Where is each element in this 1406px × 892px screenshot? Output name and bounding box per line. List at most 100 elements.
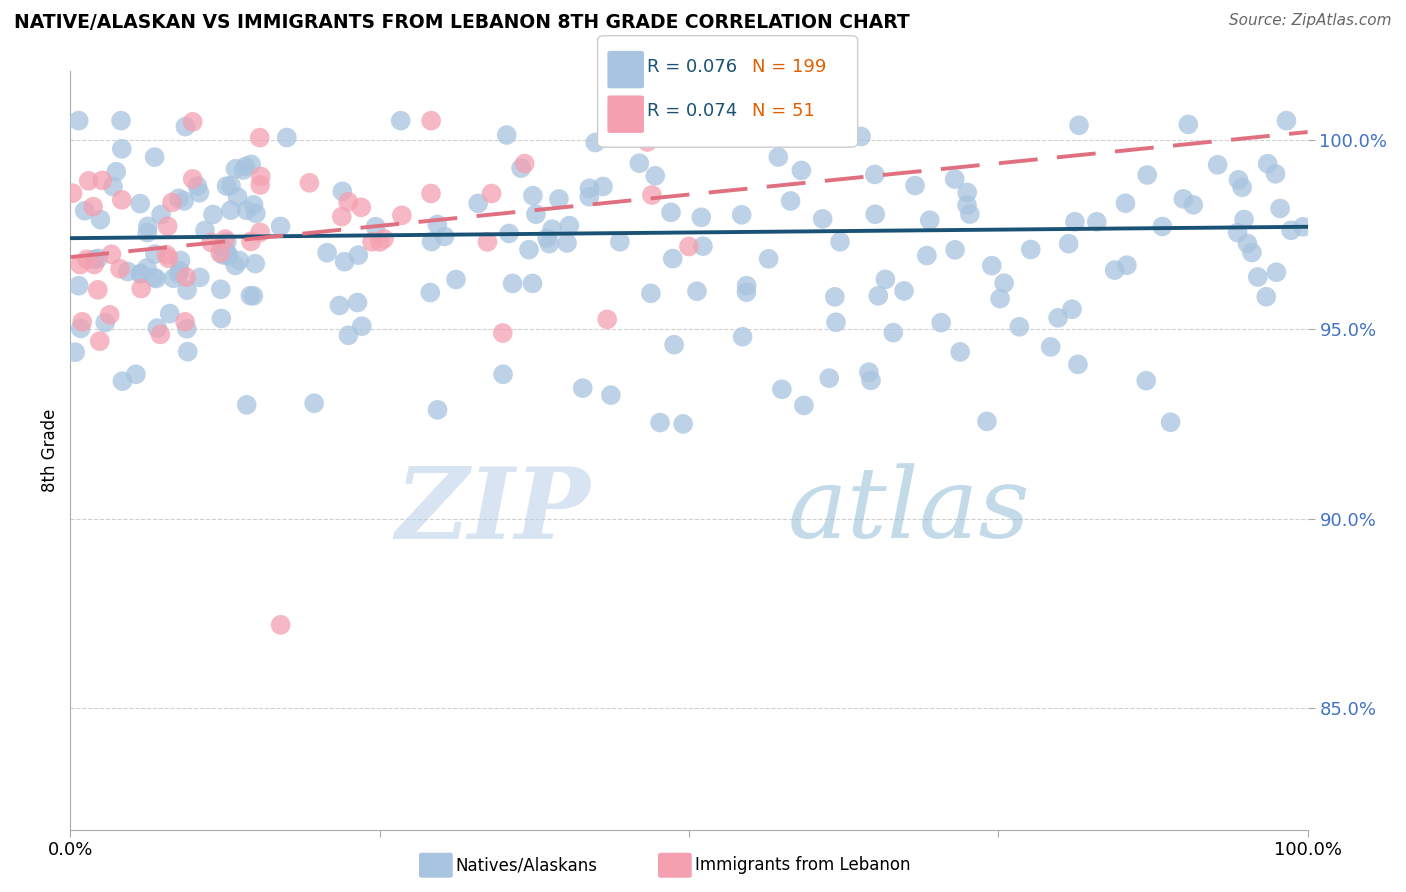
Point [558, 219, 581, 233]
Point [915, 249, 938, 263]
Point [592, 179, 614, 194]
Point [918, 213, 941, 227]
Point [641, 188, 664, 202]
Point [1114, 196, 1136, 211]
Point [868, 289, 890, 303]
Point [768, 150, 790, 164]
Point [143, 247, 166, 261]
Point [328, 299, 350, 313]
Point [232, 163, 254, 178]
Point [510, 161, 533, 176]
Point [149, 327, 172, 342]
Point [83, 252, 105, 267]
Point [1047, 310, 1070, 325]
Point [100, 247, 122, 261]
Point [143, 150, 166, 164]
Point [63, 345, 86, 359]
Point [347, 248, 370, 262]
Point [690, 211, 713, 225]
Point [173, 194, 195, 208]
Point [444, 272, 467, 286]
Text: Immigrants from Lebanon: Immigrants from Lebanon [695, 856, 910, 874]
Point [426, 218, 449, 232]
Point [146, 321, 169, 335]
Point [672, 417, 695, 431]
Point [420, 235, 443, 249]
Point [481, 186, 503, 201]
Point [156, 219, 179, 234]
Point [929, 316, 952, 330]
Text: ZIP: ZIP [395, 463, 591, 559]
Point [87, 283, 110, 297]
Point [858, 365, 880, 379]
Point [69, 321, 91, 335]
Point [477, 235, 499, 249]
Point [825, 315, 848, 329]
Point [108, 261, 131, 276]
Text: R = 0.076: R = 0.076 [647, 58, 737, 76]
Point [249, 225, 271, 239]
Point [578, 190, 600, 204]
Point [159, 307, 181, 321]
Point [1060, 302, 1083, 317]
Point [129, 281, 152, 295]
Point [1236, 236, 1258, 251]
Point [316, 245, 339, 260]
Point [167, 267, 190, 281]
Point [863, 168, 886, 182]
Y-axis label: 8th Grade: 8th Grade [41, 409, 59, 492]
Point [111, 142, 134, 156]
Point [389, 113, 412, 128]
Text: R = 0.074: R = 0.074 [647, 103, 737, 120]
Point [628, 156, 651, 170]
Text: Source: ZipAtlas.com: Source: ZipAtlas.com [1229, 13, 1392, 29]
Point [302, 396, 325, 410]
Point [904, 178, 927, 193]
Point [235, 398, 257, 412]
Point [209, 240, 232, 254]
Point [790, 163, 813, 178]
Point [524, 207, 547, 221]
Point [1247, 270, 1270, 285]
Point [659, 205, 682, 219]
Point [212, 248, 235, 262]
Point [226, 190, 249, 204]
Point [813, 124, 835, 138]
Text: Natives/Alaskans: Natives/Alaskans [456, 856, 598, 874]
Point [249, 130, 271, 145]
Point [225, 161, 247, 176]
Point [242, 289, 264, 303]
Point [828, 235, 851, 249]
Point [1256, 290, 1278, 304]
Point [209, 246, 232, 260]
Point [538, 236, 561, 251]
Point [988, 292, 1011, 306]
Point [578, 181, 600, 195]
Point [89, 334, 111, 348]
Text: N = 199: N = 199 [752, 58, 827, 76]
Point [110, 113, 132, 128]
Point [111, 193, 134, 207]
Point [1115, 258, 1137, 272]
Point [661, 252, 683, 266]
Point [217, 249, 239, 263]
Point [391, 208, 413, 222]
Point [270, 617, 292, 632]
Point [174, 120, 197, 134]
Point [215, 245, 238, 260]
Point [662, 337, 685, 351]
Point [1177, 118, 1199, 132]
Point [77, 174, 100, 188]
Point [498, 227, 520, 241]
Point [627, 113, 650, 128]
Point [1264, 167, 1286, 181]
Point [1104, 263, 1126, 277]
Point [731, 330, 754, 344]
Point [502, 277, 524, 291]
Text: atlas: atlas [787, 464, 1031, 558]
Point [1173, 192, 1195, 206]
Point [548, 192, 571, 206]
Point [1085, 215, 1108, 229]
Point [276, 130, 298, 145]
Point [692, 239, 714, 253]
